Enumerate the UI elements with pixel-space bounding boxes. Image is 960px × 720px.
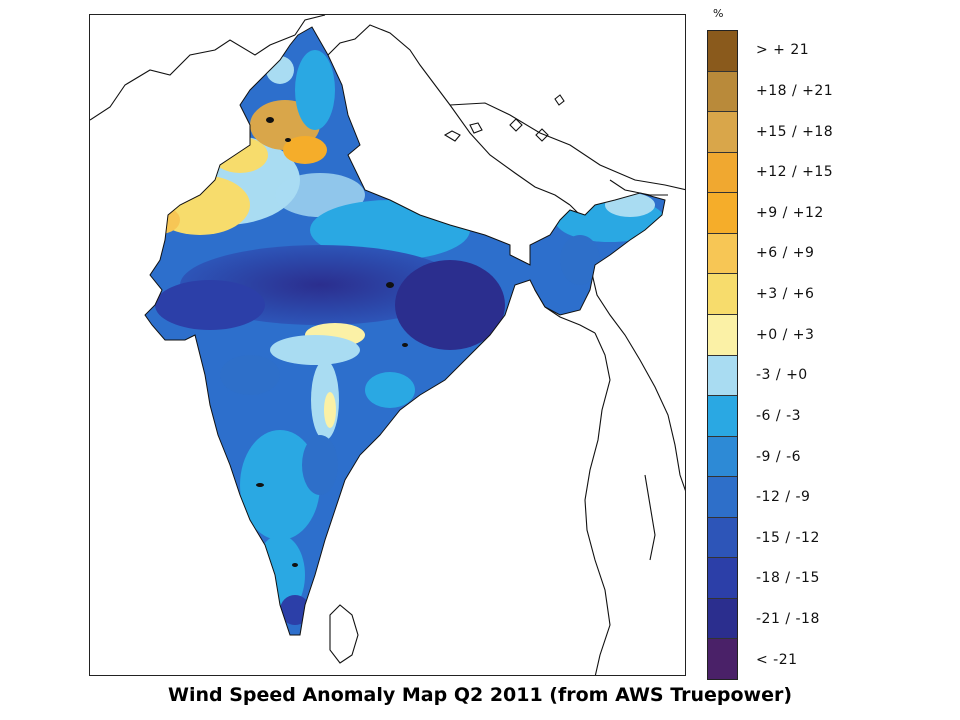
legend-swatch <box>708 232 737 274</box>
legend-swatch <box>708 111 737 152</box>
border-northeast <box>327 24 571 206</box>
island-4 <box>535 128 549 142</box>
legend-label: +15 / +18 <box>756 123 834 140</box>
srilanka <box>329 604 359 664</box>
legend-label: -3 / +0 <box>756 367 808 384</box>
lake-mark <box>285 138 291 142</box>
legend-color-bar <box>707 30 738 680</box>
legend-swatch <box>708 313 737 355</box>
legend-swatch <box>708 597 737 639</box>
legend-swatch <box>708 192 737 233</box>
legend-swatch <box>708 638 737 679</box>
legend-unit-label: % <box>713 7 724 20</box>
legend-swatch <box>708 435 737 477</box>
island-3 <box>509 118 523 132</box>
legend-label: +6 / +9 <box>756 245 815 262</box>
legend-label: +3 / +6 <box>756 286 815 303</box>
lake-mark <box>292 563 298 567</box>
map-caption: Wind Speed Anomaly Map Q2 2011 (from AWS… <box>167 684 793 706</box>
coast-myanmar <box>584 332 611 675</box>
legend-swatch <box>708 395 737 436</box>
coast-andaman <box>644 474 656 561</box>
border-northwest <box>90 34 296 121</box>
legend-label: +0 / +3 <box>756 326 815 343</box>
island-5 <box>554 94 565 106</box>
legend-swatch <box>708 557 737 598</box>
anomaly-field <box>145 27 665 635</box>
lake-marks <box>256 117 408 567</box>
legend-swatch <box>708 151 737 193</box>
legend-label: -15 / -12 <box>756 529 820 546</box>
legend-label: -6 / -3 <box>756 407 802 424</box>
legend-swatch <box>708 476 737 517</box>
india-outline <box>144 26 666 636</box>
lake-mark <box>402 343 408 347</box>
anomaly-map <box>90 15 685 675</box>
lake-mark <box>256 483 264 487</box>
legend-swatch <box>708 31 737 71</box>
legend-swatch <box>708 273 737 314</box>
legend-label: -18 / -15 <box>756 570 820 587</box>
island-1 <box>443 130 461 142</box>
legend-swatch <box>708 70 737 112</box>
map-panel <box>89 14 686 676</box>
lake-mark <box>266 117 274 123</box>
legend-label: +12 / +15 <box>756 164 834 181</box>
legend-label: < -21 <box>756 651 798 668</box>
legend-labels: > + 21 +18 / +21 +15 / +18 +12 / +15 +9 / +1… <box>744 30 884 680</box>
legend-label: +18 / +21 <box>756 82 834 99</box>
lake-mark <box>386 282 394 288</box>
legend-label: -21 / -18 <box>756 611 820 628</box>
legend-swatch <box>708 516 737 558</box>
legend-label: -9 / -6 <box>756 448 802 465</box>
border-china-east <box>609 179 668 196</box>
legend-label: > + 21 <box>756 42 810 59</box>
legend-label: +9 / +12 <box>756 204 824 221</box>
border-north <box>294 15 326 36</box>
legend-swatch <box>708 354 737 396</box>
border-tibet <box>449 102 685 191</box>
legend-label: -12 / -9 <box>756 489 811 506</box>
island-2 <box>469 122 483 134</box>
